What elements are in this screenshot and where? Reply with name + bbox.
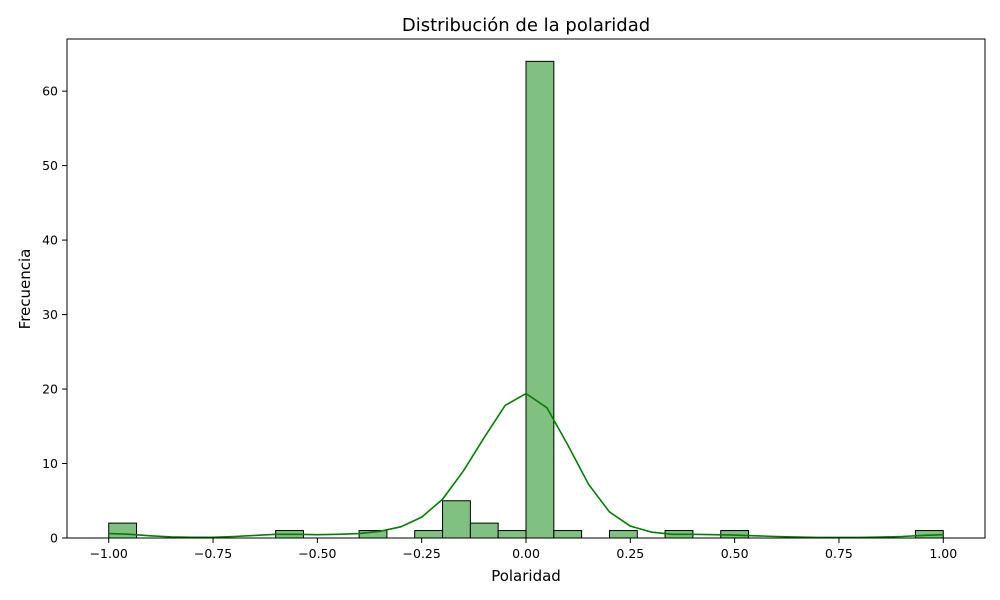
histogram-bar	[553, 530, 583, 539]
x-tick-label: 0.25	[616, 546, 644, 561]
x-axis-ticks: −1.00 −0.75 −0.50 −0.25 0.00 0.25 0.50 0.75 1.00	[90, 538, 957, 561]
histogram-bar	[469, 522, 499, 539]
x-tick-label: −0.25	[403, 546, 441, 561]
x-tick-label: −0.75	[194, 546, 232, 561]
y-tick-label: 30	[42, 307, 58, 322]
chart-title: Distribución de la polaridad	[402, 15, 650, 36]
x-tick-label: 1.00	[929, 546, 957, 561]
y-tick-label: 60	[42, 84, 58, 99]
kde-curve	[108, 392, 944, 539]
x-tick-label: 0.75	[825, 546, 853, 561]
x-axis-label: Polaridad	[491, 567, 561, 585]
x-tick-label: −1.00	[90, 546, 128, 561]
y-axis-ticks: 0 10 20 30 40 50 60	[42, 84, 67, 546]
x-tick-label: 0.00	[512, 546, 540, 561]
histogram-bar	[414, 530, 444, 539]
y-tick-label: 0	[50, 531, 58, 546]
histogram-bar	[608, 530, 638, 539]
y-axis-label: Frecuencia	[16, 249, 34, 330]
x-tick-label: −0.50	[298, 546, 336, 561]
histogram-bar	[525, 60, 555, 539]
y-tick-label: 50	[42, 158, 58, 173]
histogram-bar	[442, 500, 471, 539]
bars-layer	[108, 60, 944, 539]
y-tick-label: 40	[42, 233, 58, 248]
y-tick-label: 10	[42, 456, 58, 471]
histogram-bar	[108, 522, 138, 539]
x-tick-label: 0.50	[721, 546, 749, 561]
y-tick-label: 20	[42, 382, 58, 397]
histogram-bar	[497, 530, 527, 539]
